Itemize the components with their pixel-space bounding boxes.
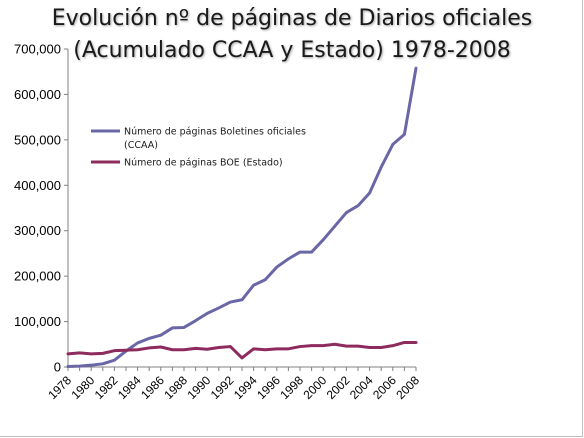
legend-label-1: Número de páginas Boletines oficiales bbox=[124, 127, 306, 138]
series-lines bbox=[66, 66, 418, 369]
x-tick-label: 2000 bbox=[301, 373, 330, 402]
series-line-2 bbox=[66, 340, 418, 360]
y-tick-label: 200,000 bbox=[14, 269, 61, 284]
x-tick-label: 2006 bbox=[370, 373, 399, 402]
x-tick-label: 1980 bbox=[69, 373, 98, 402]
y-tick-label: 400,000 bbox=[14, 178, 61, 193]
y-tick-label: 300,000 bbox=[14, 223, 61, 238]
y-tick-label: 600,000 bbox=[14, 87, 61, 102]
x-tick-label: 2002 bbox=[324, 373, 353, 402]
x-tick-label: 1992 bbox=[208, 373, 237, 402]
x-axis-ticks: 1978198019821984198619881990199219941996… bbox=[45, 367, 422, 402]
y-tick-label: 100,000 bbox=[14, 314, 61, 329]
x-tick-label: 1984 bbox=[115, 373, 144, 402]
chart-title-line2: (Acumulado CCAA y Estado) 1978-2008 bbox=[73, 38, 511, 63]
x-tick-label: 1996 bbox=[254, 373, 283, 402]
x-tick-label: 1994 bbox=[231, 373, 260, 402]
chart-title-line1: Evolución nº de páginas de Diarios ofici… bbox=[51, 6, 533, 31]
x-tick-label: 1988 bbox=[161, 373, 190, 402]
legend-label-1-cont: (CCAA) bbox=[124, 140, 158, 151]
axes bbox=[67, 49, 416, 368]
y-axis-ticks: 0 100,000 200,000 300,000 400,000 500,000 600,… bbox=[14, 42, 68, 375]
y-tick-label: 500,000 bbox=[14, 132, 61, 147]
x-tick-label: 1986 bbox=[138, 373, 167, 402]
y-tick-label: 700,000 bbox=[14, 42, 61, 57]
y-tick-label: 0 bbox=[54, 360, 61, 375]
x-tick-label: 1998 bbox=[277, 373, 306, 402]
x-tick-label: 1978 bbox=[45, 373, 74, 402]
x-tick-label: 2004 bbox=[347, 373, 376, 402]
series-line-1 bbox=[66, 66, 418, 369]
legend: Número de páginas Boletines oficiales (CC… bbox=[91, 127, 306, 169]
x-tick-label: 1982 bbox=[92, 373, 121, 402]
x-tick-label: 1990 bbox=[185, 373, 214, 402]
legend-label-2: Número de páginas BOE (Estado) bbox=[124, 158, 283, 169]
x-tick-label: 2008 bbox=[393, 373, 422, 402]
